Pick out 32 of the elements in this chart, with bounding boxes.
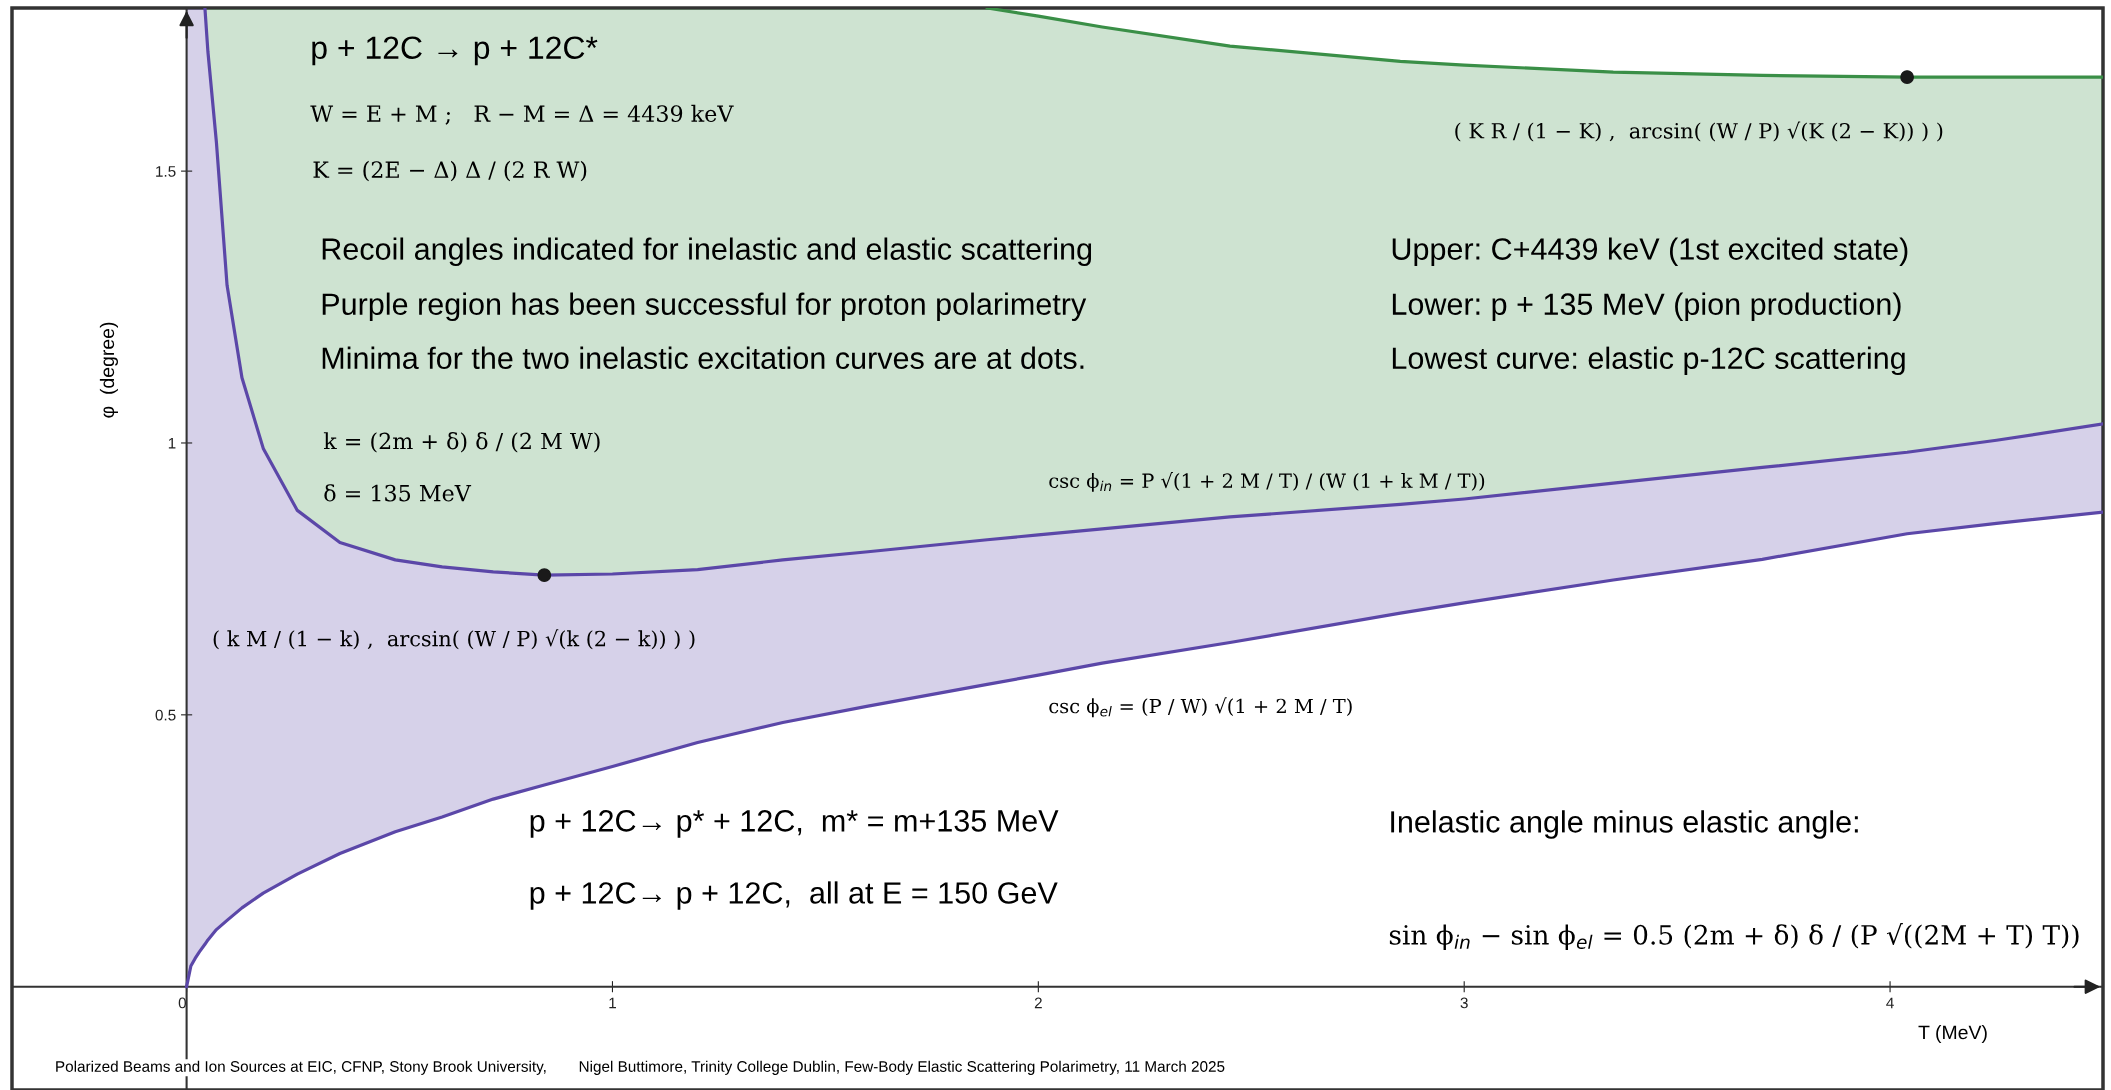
annotation: sin ϕ$_{in}$ − sin ϕ$_{el}$ = 0.5 (2m + δ) δ / (P √((2M + T) T)): [1389, 923, 2079, 950]
y-tick-label: 1: [168, 438, 176, 449]
x-tick-label: 4: [1886, 997, 1894, 1009]
annotation: p + 12C→ p* + 12C, m* = m+135 MeV: [530, 810, 1059, 838]
y-tick-label: 0.5: [155, 709, 176, 721]
annotation: Purple region has been successful for proton polarimetry: [322, 292, 1087, 322]
y-tick-label: 1.5: [156, 166, 176, 177]
annotation: Lower: p + 135 MeV (pion production): [1392, 292, 1901, 322]
y-axis-title: φ (degree): [99, 322, 118, 418]
annotation: W = E + M ; R − M = Δ = 4439 keV: [310, 104, 734, 125]
x-tick-label: 3: [1460, 997, 1468, 1009]
annotation: Polarized Beams and Ion Sources at EIC, CFNP, Stony Brook University,: [56, 1060, 546, 1075]
annotation: Minima for the two inelastic excitation curves are at dots.: [322, 346, 1084, 370]
annotation: Nigel Buttimore, Trinity College Dublin, Few-Body Elastic Scattering Polarimetry, 11 March 2025: [579, 1060, 1225, 1075]
annotation: k = (2m + δ) δ / (2 M W): [323, 432, 600, 453]
annotation: p + 12C→ p + 12C, all at E = 150 GeV: [530, 881, 1058, 910]
annotation: ( k M / (1 − k) , arcsin( (W / P) √(k (2 − k)) ) ): [213, 629, 695, 650]
x-tick-label: 2: [1034, 997, 1042, 1009]
annotation: Upper: C+4439 keV (1st excited state): [1392, 237, 1908, 266]
x-tick-label: 1: [609, 997, 616, 1009]
annotation: ( K R / (1 − K) , arcsin( (W / P) √(K (2 − K)) ) ): [1455, 121, 1943, 142]
annotation: δ = 135 MeV: [324, 484, 472, 502]
annotation: csc ϕ$_{in}$ = P √(1 + 2 M / T) / (W (1 + k M / T)): [1049, 472, 1485, 492]
annotation: Lowest curve: elastic p-12C scattering: [1392, 346, 1905, 376]
annotation: K = (2E − Δ) Δ / (2 R W): [313, 160, 587, 182]
annotation: csc ϕ$_{el}$ = (P / W) √(1 + 2 M / T): [1049, 697, 1352, 718]
line-series: [185, 510, 2103, 989]
annotation: Recoil angles indicated for inelastic and elastic scattering: [322, 237, 1092, 266]
annotation: Inelastic angle minus elastic angle:: [1391, 810, 1858, 839]
x-tick-label: 0: [178, 997, 187, 1009]
x-axis-title: T (MeV): [1918, 1025, 1987, 1044]
annotation: p + 12C → p + 12C*: [312, 36, 598, 66]
